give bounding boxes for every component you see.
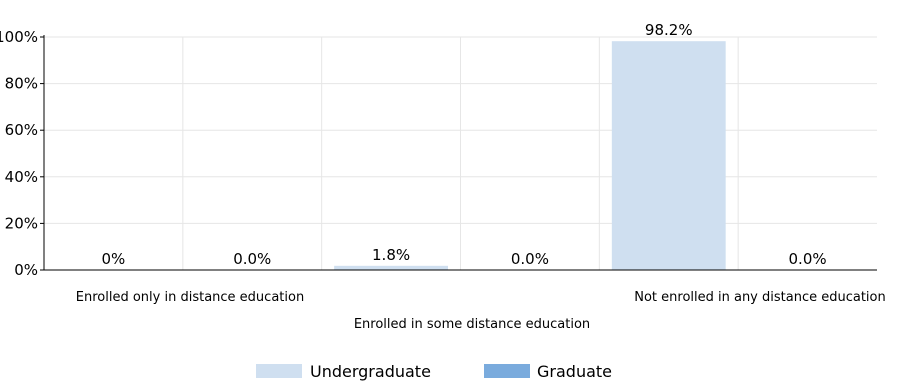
data-label: 1.8% [372, 246, 410, 264]
bars [334, 41, 726, 270]
bar [334, 265, 449, 270]
data-label: 0.0% [789, 250, 827, 268]
y-tick-label: 60% [5, 121, 38, 139]
bar [611, 41, 726, 270]
legend-label: Graduate [537, 362, 612, 381]
y-tick-label: 40% [5, 168, 38, 186]
x-category-label: Not enrolled in any distance education [634, 290, 886, 305]
labels: 0% 20% 40% 60% 80% 100% 0% 1.8% 98.2% 0.0% 0.0% 0.0… [0, 21, 886, 332]
x-category-label: Enrolled only in distance education [76, 290, 304, 305]
legend-swatch [484, 364, 530, 378]
data-label: 0.0% [511, 250, 549, 268]
y-tick-label: 80% [5, 75, 38, 93]
x-category-label: Enrolled in some distance education [354, 317, 590, 332]
y-tick-label: 0% [14, 261, 38, 279]
data-label: 0.0% [233, 250, 271, 268]
legend: Undergraduate Graduate [256, 362, 612, 381]
data-label: 0% [102, 250, 126, 268]
legend-swatch [256, 364, 302, 378]
axes [40, 35, 877, 271]
y-tick-label: 20% [5, 214, 38, 232]
y-tick-label: 100% [0, 28, 38, 46]
data-label: 98.2% [645, 21, 693, 39]
gridlines [44, 36, 877, 270]
legend-label: Undergraduate [310, 362, 431, 381]
